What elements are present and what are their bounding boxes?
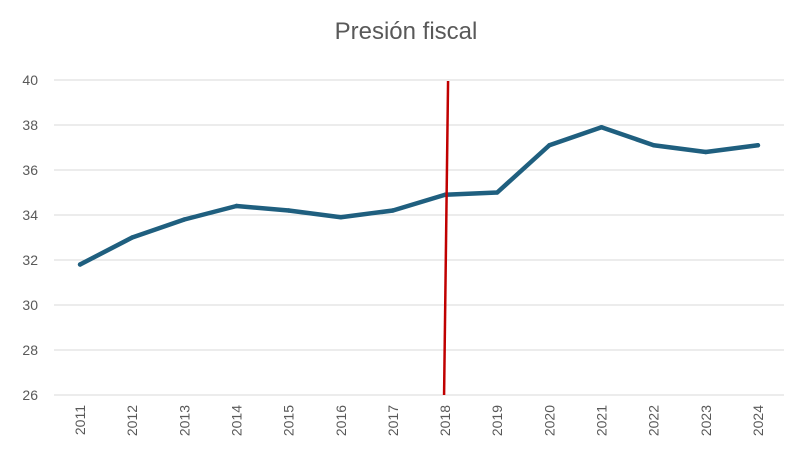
y-axis-ticks: 26 28 30 32 34 36 38 40 bbox=[22, 72, 38, 403]
x-tick-label: 2012 bbox=[124, 405, 140, 436]
y-tick-label: 32 bbox=[22, 252, 38, 268]
y-tick-label: 38 bbox=[22, 117, 38, 133]
x-tick-label: 2015 bbox=[281, 405, 297, 436]
data-point bbox=[130, 235, 135, 240]
data-point bbox=[338, 215, 343, 220]
x-tick-label: 2014 bbox=[229, 405, 245, 436]
series-line-0 bbox=[77, 125, 761, 267]
x-tick-label: 2022 bbox=[646, 405, 662, 436]
reference-layer bbox=[442, 80, 450, 396]
x-tick-label: 2024 bbox=[750, 405, 766, 436]
x-tick-label: 2023 bbox=[698, 405, 714, 436]
y-tick-label: 36 bbox=[22, 162, 38, 178]
data-point bbox=[599, 125, 604, 130]
x-tick-label: 2011 bbox=[72, 405, 88, 435]
data-point bbox=[547, 143, 552, 148]
x-tick-label: 2021 bbox=[594, 405, 610, 436]
data-point bbox=[234, 203, 239, 209]
data-point bbox=[286, 208, 291, 213]
x-axis-ticks: 2011 2012 2013 2014 2015 2016 2017 2018 2019 2020… bbox=[72, 405, 766, 436]
x-tick-label: 2013 bbox=[176, 405, 192, 436]
x-tick-label: 2018 bbox=[437, 405, 453, 436]
series-layer bbox=[77, 125, 761, 267]
y-tick-label: 34 bbox=[22, 207, 38, 223]
x-tick-label: 2017 bbox=[385, 405, 401, 436]
data-point bbox=[703, 149, 708, 155]
data-point bbox=[390, 208, 396, 213]
y-tick-label: 26 bbox=[22, 387, 38, 403]
data-point bbox=[651, 143, 656, 148]
x-tick-label: 2016 bbox=[333, 405, 349, 436]
y-tick-label: 40 bbox=[22, 72, 38, 88]
x-tick-label: 2020 bbox=[541, 405, 557, 436]
data-point bbox=[182, 217, 187, 222]
data-point bbox=[495, 190, 500, 195]
gridlines bbox=[54, 79, 784, 396]
chart-title: Presión fiscal bbox=[334, 18, 478, 45]
x-tick-label: 2019 bbox=[489, 405, 505, 436]
reference-line bbox=[442, 80, 450, 396]
y-tick-label: 28 bbox=[22, 342, 38, 358]
y-tick-label: 30 bbox=[22, 297, 38, 313]
data-point bbox=[77, 262, 83, 267]
data-point bbox=[755, 143, 761, 148]
